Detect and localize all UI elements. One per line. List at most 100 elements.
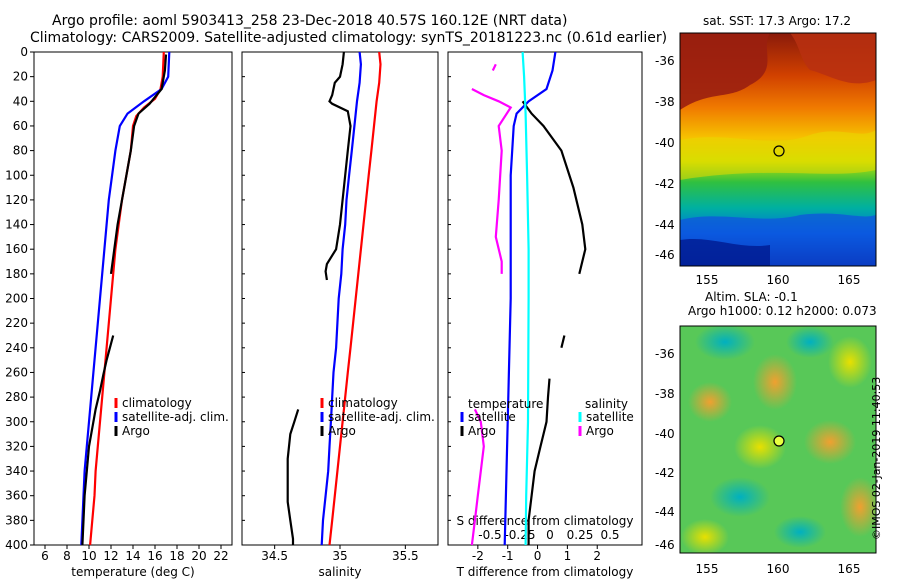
- y-tick-label: 20: [13, 70, 28, 84]
- x2-tick-label: -0.5: [478, 528, 501, 542]
- y-tick-label: 380: [5, 513, 28, 527]
- sst-xtick: 155: [696, 273, 719, 287]
- y-tick-label: 340: [5, 464, 28, 478]
- temperature-panel: 0 20 40 60 80 100 120 140 160 180 200 220 240 260 280 3…: [5, 45, 233, 579]
- series-line-s-satellite: [521, 51, 530, 546]
- series-line-t-satellite: [503, 51, 557, 546]
- y-tick-label: 200: [5, 292, 28, 306]
- x-tick-label: 16: [147, 549, 162, 563]
- plot-title-line2: Climatology: CARS2009. Satellite-adjuste…: [30, 30, 668, 46]
- sst-xtick: 165: [838, 273, 861, 287]
- plot-frame: [447, 51, 643, 546]
- y-tick-label: 40: [13, 94, 28, 108]
- y-tick-label: 360: [5, 489, 28, 503]
- imos-timestamp: ©IMOS 02-Jan-2019 11:40:53: [870, 376, 883, 540]
- x-tick-label: 20: [191, 549, 206, 563]
- sla-ytick: -44: [655, 505, 675, 519]
- sla-ytick: -42: [655, 466, 675, 480]
- sst-ytick: -42: [655, 177, 675, 191]
- x-tick-label: 22: [213, 549, 228, 563]
- legend-label: climatology: [122, 396, 192, 410]
- x-tick-label: 1: [564, 549, 572, 563]
- y-tick-label: 280: [5, 390, 28, 404]
- y-tick-label: 140: [5, 218, 28, 232]
- x-tick-label: 2: [593, 549, 601, 563]
- y-tick-label: 120: [5, 193, 28, 207]
- legend-label: Argo: [468, 424, 496, 438]
- y-tick-label: 0: [20, 45, 28, 59]
- legend-label: Argo: [122, 424, 150, 438]
- sla-xtick: 165: [838, 562, 861, 576]
- series-line-argo-deep: [286, 409, 300, 545]
- series-line-t-argo-deep2: [527, 378, 551, 545]
- sla-xtick: 155: [696, 562, 719, 576]
- series-line-s-argo: [491, 63, 497, 71]
- series-line-satellite-adj-clim-: [320, 51, 363, 546]
- sst-ytick: -38: [655, 95, 675, 109]
- x-tick-label: 0: [534, 549, 542, 563]
- plot-frame: [241, 51, 439, 546]
- sla-ytick: -40: [655, 427, 675, 441]
- x-tick-label: 35.5: [392, 549, 419, 563]
- y-tick-label: 240: [5, 341, 28, 355]
- legend-title-salinity: salinity: [585, 397, 628, 411]
- legend-label: Argo: [328, 424, 356, 438]
- x2-axis-label: S difference from climatology: [457, 514, 634, 528]
- x2-tick-label: 0.25: [567, 528, 594, 542]
- series-line-s-argo-mid: [471, 88, 513, 274]
- plot-title-line1: Argo profile: aoml 5903413_258 23-Dec-20…: [52, 13, 568, 29]
- salinity-panel: 34.5 35 35.5 salinity climatologysatellite-a…: [241, 51, 439, 579]
- series-line-climatology: [328, 51, 382, 546]
- legend-label: satellite: [586, 410, 634, 424]
- x-tick-label: 6: [41, 549, 49, 563]
- series-line-climatology: [89, 51, 165, 546]
- sla-map: 155 160 165 -36 -38 -40 -42 -44 -46: [655, 325, 877, 576]
- x2-tick-label: -0.25: [504, 528, 535, 542]
- sla-ytick: -38: [655, 387, 675, 401]
- series-line-t-argo: [521, 100, 587, 275]
- x-axis-label: temperature (deg C): [71, 565, 194, 579]
- legend-label: satellite: [468, 410, 516, 424]
- x-tick-label: 14: [125, 549, 140, 563]
- x-axis-label: T difference from climatology: [456, 565, 634, 579]
- sst-ytick: -46: [655, 248, 675, 262]
- x-tick-label: 10: [81, 549, 96, 563]
- series-line-argo: [324, 51, 352, 281]
- series-line-s-argo-deep: [470, 408, 485, 546]
- sst-map: 155 160 165 -36 -38 -40 -42 -44 -46: [655, 32, 877, 287]
- legend-label: satellite-adj. clim.: [328, 410, 435, 424]
- sla-ytick: -46: [655, 538, 675, 552]
- legend-label: Argo: [586, 424, 614, 438]
- y-tick-label: 100: [5, 168, 28, 182]
- y-tick-label: 300: [5, 415, 28, 429]
- sst-ytick: -36: [655, 54, 675, 68]
- series-line-argo: [109, 54, 168, 275]
- x-axis-label: salinity: [318, 565, 361, 579]
- y-tick-label: 160: [5, 242, 28, 256]
- legend-title-temperature: temperature: [468, 397, 543, 411]
- sla-xtick: 160: [767, 562, 790, 576]
- x-tick-label: 18: [169, 549, 184, 563]
- x-tick-label: 35: [332, 549, 347, 563]
- x-tick-label: -2: [472, 549, 484, 563]
- y-tick-label: 320: [5, 439, 28, 453]
- x-tick-label: 34.5: [261, 549, 288, 563]
- sst-ytick: -40: [655, 136, 675, 150]
- sla-map-title-line2: Argo h1000: 0.12 h2000: 0.073: [688, 304, 877, 318]
- x-tick-label: 8: [63, 549, 71, 563]
- x-tick-label: -1: [502, 549, 514, 563]
- legend-label: climatology: [328, 396, 398, 410]
- y-tick-label: 220: [5, 316, 28, 330]
- y-tick-label: 260: [5, 365, 28, 379]
- y-tick-label: 400: [5, 538, 28, 552]
- y-tick-label: 180: [5, 267, 28, 281]
- sst-map-title: sat. SST: 17.3 Argo: 17.2: [703, 14, 852, 28]
- sla-ytick: -36: [655, 347, 675, 361]
- x2-tick-label: 0: [546, 528, 554, 542]
- sst-xtick: 160: [767, 273, 790, 287]
- x-tick-label: 12: [103, 549, 118, 563]
- series-line-satellite-adj-clim-: [80, 51, 171, 546]
- sla-map-title-line1: Altim. SLA: -0.1: [705, 290, 798, 304]
